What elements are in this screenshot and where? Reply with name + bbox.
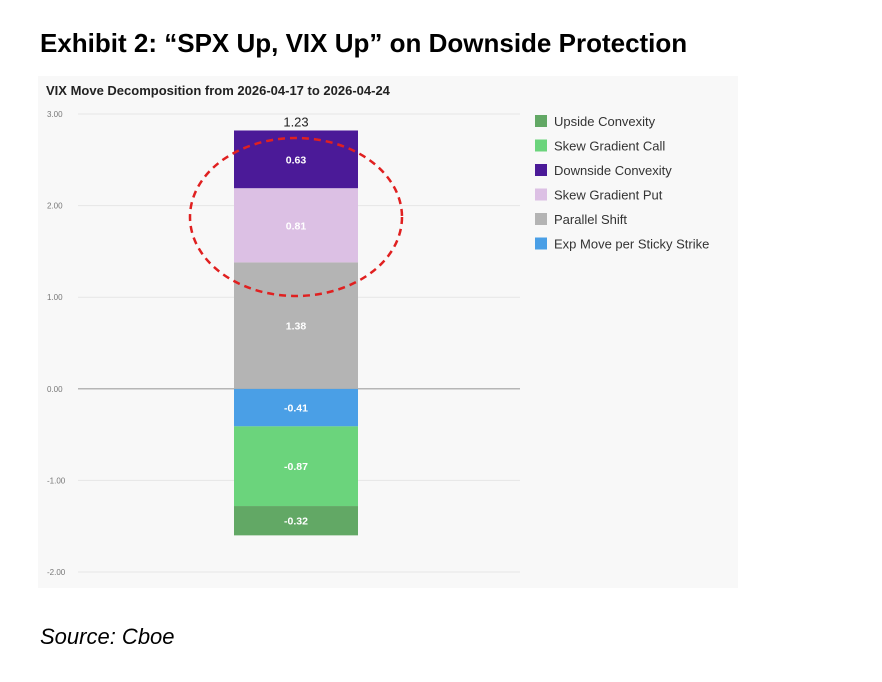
data-label: 0.63 (286, 154, 307, 166)
data-label: -0.32 (284, 516, 308, 528)
data-label: 1.38 (286, 321, 307, 333)
legend-label: Downside Convexity (554, 163, 672, 178)
legend-label: Skew Gradient Put (554, 188, 663, 203)
exhibit-title: Exhibit 2: “SPX Up, VIX Up” on Downside … (40, 28, 688, 58)
legend-swatch (535, 237, 547, 250)
y-tick-label: 2.00 (47, 202, 63, 211)
total-label: 1.23 (283, 114, 308, 129)
chart-title: VIX Move Decomposition from 2026-04-17 t… (46, 83, 391, 98)
legend-label: Skew Gradient Call (554, 139, 665, 154)
data-label: -0.41 (284, 403, 308, 415)
y-tick-label: -2.00 (47, 568, 66, 577)
y-tick-label: 1.00 (47, 293, 63, 302)
bar-segment-skew-gradient-call (234, 426, 358, 507)
y-tick-label: -1.00 (47, 476, 66, 485)
legend-label: Upside Convexity (554, 114, 656, 129)
bar-segment-upside-convexity (234, 506, 358, 536)
bar-segment-downside-convexity (234, 130, 358, 189)
bar-segment-skew-gradient-put (234, 188, 358, 263)
legend-label: Exp Move per Sticky Strike (554, 237, 709, 252)
y-tick-label: 0.00 (47, 385, 63, 394)
y-tick-label: 3.00 (47, 110, 63, 119)
legend-swatch (535, 188, 547, 201)
data-label: -0.87 (284, 461, 308, 473)
legend-swatch (535, 213, 547, 225)
highlight-ellipse (188, 136, 404, 298)
chart-panel: VIX Move Decomposition from 2026-04-17 t… (38, 76, 738, 588)
chart-svg: VIX Move Decomposition from 2026-04-17 t… (46, 83, 709, 577)
data-label: 0.81 (286, 220, 307, 232)
bar-segment-parallel-shift (234, 262, 358, 389)
legend-swatch (535, 139, 547, 152)
legend-label: Parallel Shift (554, 212, 627, 227)
bar-segment-exp-move-per-sticky-strike (234, 388, 358, 427)
source-note: Source: Cboe (40, 624, 175, 649)
legend-swatch (535, 164, 547, 176)
legend-swatch (535, 115, 547, 127)
